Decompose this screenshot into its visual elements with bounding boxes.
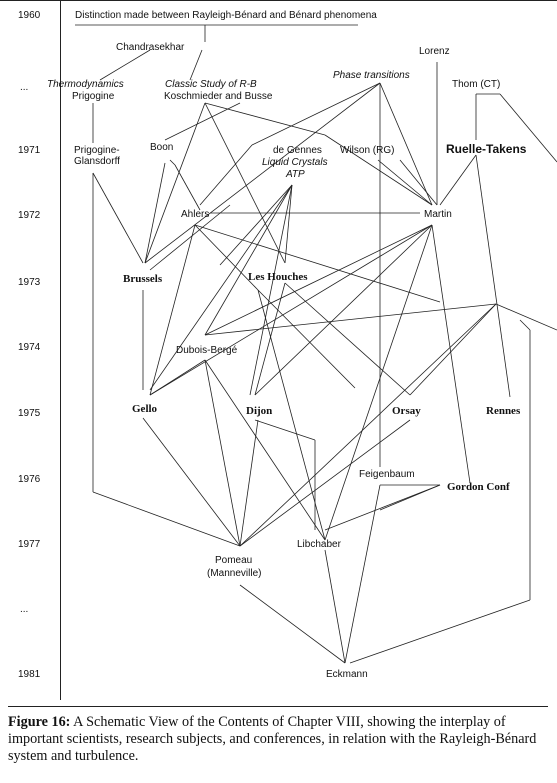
node-de-gennes: de Gennes: [273, 145, 322, 156]
year-label: ...: [20, 82, 28, 93]
node-chandrasekhar: Chandrasekhar: [116, 42, 185, 53]
node-dijon: Dijon: [246, 405, 272, 417]
node-eckmann: Eckmann: [326, 669, 368, 680]
year-label: 1974: [18, 342, 41, 353]
node-koschmieder-busse: Koschmieder and Busse: [164, 91, 273, 102]
node-phase-transitions: Phase transitions: [333, 70, 410, 81]
year-label: 1971: [18, 145, 41, 156]
node-pomeau: Pomeau: [215, 555, 252, 566]
node-atp: ATP: [285, 169, 305, 180]
node-manneville: (Manneville): [207, 568, 261, 579]
node-les-houches: Les Houches: [248, 271, 308, 283]
year-label: 1976: [18, 474, 41, 485]
node-prigogine-glansdorff: Prigogine-: [74, 145, 120, 156]
node-prigogine: Prigogine: [72, 91, 115, 102]
figure-label: Figure 16:: [8, 714, 71, 730]
node-ruelle-takens: Ruelle-Takens: [446, 142, 527, 156]
figure-caption: Figure 16: A Schematic View of the Conte…: [8, 706, 548, 765]
node-brussels: Brussels: [123, 273, 163, 285]
caption-text: A Schematic View of the Contents of Chap…: [8, 714, 537, 764]
node-lorenz: Lorenz: [419, 46, 450, 57]
node-thom: Thom (CT): [452, 79, 500, 90]
year-label: 1972: [18, 210, 41, 221]
year-label: 1960: [18, 10, 41, 21]
node-boon: Boon: [150, 142, 173, 153]
node-liquid-crystals: Liquid Crystals: [262, 157, 328, 168]
node-wilson: Wilson (RG): [340, 145, 394, 156]
node-rennes: Rennes: [486, 405, 521, 417]
node-orsay: Orsay: [392, 405, 421, 417]
node-ahlers: Ahlers: [181, 209, 209, 220]
node-gordon-conf: Gordon Conf: [447, 481, 510, 493]
influence-diagram: 1960 ... 1971 1972 1973 1974 1975 1976 1…: [0, 0, 557, 700]
year-label: 1977: [18, 539, 41, 550]
year-label: 1973: [18, 277, 41, 288]
year-label: 1981: [18, 669, 41, 680]
caption-divider: [8, 706, 548, 707]
diagram-nodes: Distinction made between Rayleigh-Bénard…: [47, 10, 527, 680]
node-prigogine-glansdorff: Glansdorff: [74, 156, 120, 167]
node-gello: Gello: [132, 403, 158, 415]
year-label: ...: [20, 604, 28, 615]
year-label: 1975: [18, 408, 41, 419]
node-dubois-berge: Dubois-Bergé: [176, 345, 238, 356]
node-martin: Martin: [424, 209, 452, 220]
node-feigenbaum: Feigenbaum: [359, 469, 415, 480]
node-thermodynamics: Thermodynamics: [47, 79, 124, 90]
node-classic-study: Classic Study of R-B: [165, 79, 257, 90]
node-libchaber: Libchaber: [297, 539, 342, 550]
node-distinction: Distinction made between Rayleigh-Bénard…: [75, 10, 377, 21]
diagram-edges: [75, 24, 557, 664]
